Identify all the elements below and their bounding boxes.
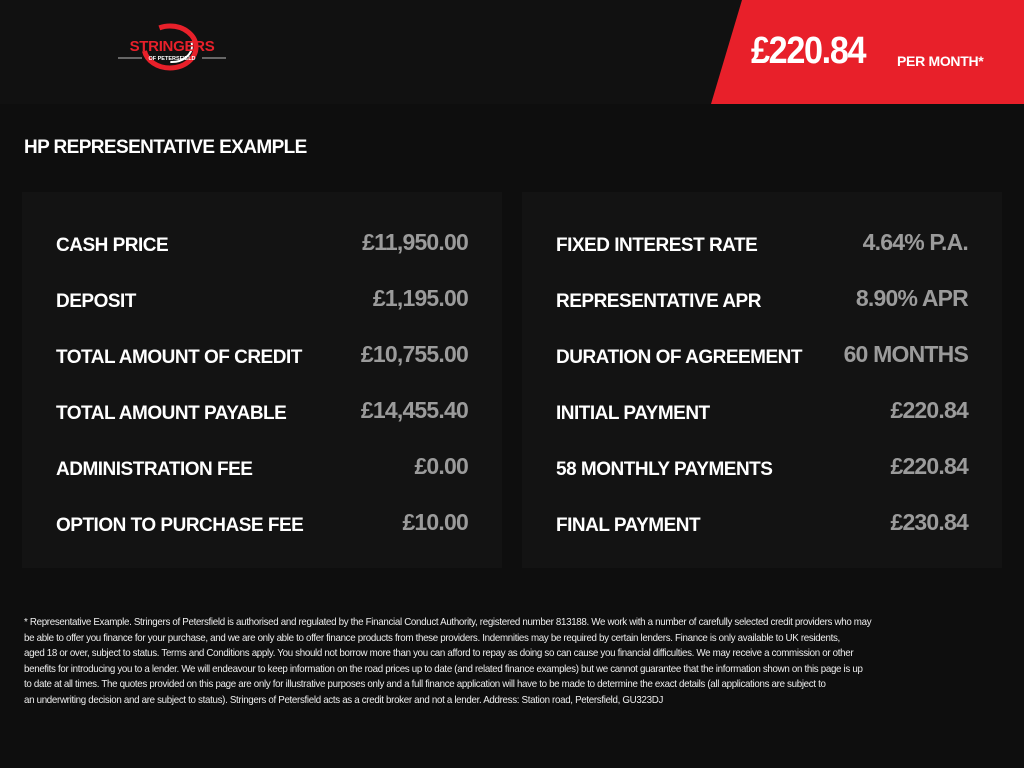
header: STRINGERS OF PETERSFIELD £220.84 PER MON…: [0, 0, 1024, 104]
monthly-price-banner: [711, 0, 1024, 104]
finance-value: £220.84: [890, 453, 968, 479]
finance-label: INITIAL PAYMENT: [556, 403, 710, 424]
finance-row: FINAL PAYMENT £230.84: [556, 509, 969, 539]
finance-label: FIXED INTEREST RATE: [556, 235, 758, 256]
finance-label: ADMINISTRATION FEE: [56, 459, 253, 480]
finance-value: £1,195.00: [372, 285, 469, 311]
finance-label: FINAL PAYMENT: [556, 515, 701, 536]
finance-label: REPRESENTATIVE APR: [556, 291, 761, 312]
finance-value: £220.84: [890, 397, 968, 423]
disclaimer: * Representative Example. Stringers of P…: [24, 615, 935, 709]
finance-value: £10,755.00: [360, 341, 469, 367]
finance-value: £14,455.40: [360, 397, 469, 423]
per-month-label: PER MONTH*: [897, 53, 984, 69]
finance-label: 58 MONTHLY PAYMENTS: [556, 459, 773, 480]
finance-label: DURATION OF AGREEMENT: [556, 347, 803, 368]
finance-row: 58 MONTHLY PAYMENTS £220.84: [556, 453, 969, 483]
finance-row: DEPOSIT £1,195.00: [56, 285, 469, 315]
finance-row: TOTAL AMOUNT OF CREDIT £10,755.00: [56, 341, 469, 371]
finance-value: 60 MONTHS: [843, 341, 969, 367]
svg-text:STRINGERS: STRINGERS: [130, 38, 215, 55]
finance-value: £11,950.00: [362, 229, 469, 255]
finance-value: £10.00: [402, 509, 468, 535]
finance-row: ADMINISTRATION FEE £0.00: [56, 453, 469, 483]
finance-value: £0.00: [414, 453, 468, 479]
finance-label: DEPOSIT: [56, 291, 136, 312]
finance-row: TOTAL AMOUNT PAYABLE £14,455.40: [56, 397, 469, 427]
disclaimer-line: an underwriting decision and are subject…: [24, 693, 664, 706]
disclaimer-line: be able to offer you finance for your pu…: [24, 631, 840, 644]
finance-row: FIXED INTEREST RATE 4.64% P.A.: [556, 229, 969, 259]
finance-value: £230.84: [890, 509, 968, 535]
monthly-price: £220.84: [751, 30, 867, 72]
finance-row: DURATION OF AGREEMENT 60 MONTHS: [556, 341, 969, 371]
finance-row: REPRESENTATIVE APR 8.90% APR: [556, 285, 969, 315]
finance-row: INITIAL PAYMENT £220.84: [556, 397, 969, 427]
finance-label: OPTION TO PURCHASE FEE: [56, 515, 304, 536]
finance-panel-right: FIXED INTEREST RATE 4.64% P.A. REPRESENTAT…: [522, 192, 1002, 568]
finance-label: CASH PRICE: [56, 235, 169, 256]
page-title: HP REPRESENTATIVE EXAMPLE: [24, 137, 307, 158]
disclaimer-line: * Representative Example. Stringers of P…: [24, 616, 872, 628]
disclaimer-line: aged 18 or over, subject to status. Term…: [24, 647, 854, 660]
finance-label: TOTAL AMOUNT PAYABLE: [56, 403, 287, 424]
finance-label: TOTAL AMOUNT OF CREDIT: [56, 347, 302, 368]
svg-text:OF PETERSFIELD: OF PETERSFIELD: [148, 56, 195, 62]
finance-value: 8.90% APR: [855, 285, 969, 311]
finance-value: 4.64% P.A.: [862, 229, 969, 255]
stringers-logo[interactable]: STRINGERS OF PETERSFIELD: [112, 22, 232, 72]
finance-panel-left: CASH PRICE £11,950.00 DEPOSIT £1,195.00 TOTA…: [22, 192, 502, 568]
disclaimer-line: to date at all times. The quotes provide…: [24, 678, 826, 691]
disclaimer-line: benefits for introducing you to a lender…: [24, 662, 863, 675]
finance-row: CASH PRICE £11,950.00: [56, 229, 469, 259]
finance-row: OPTION TO PURCHASE FEE £10.00: [56, 509, 469, 539]
